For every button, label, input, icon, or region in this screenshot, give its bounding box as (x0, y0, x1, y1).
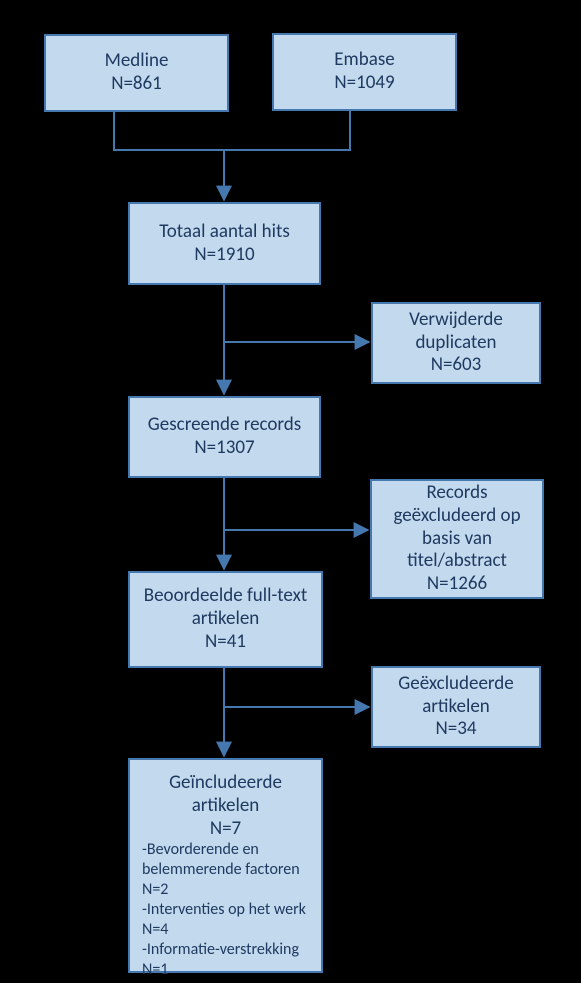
node-fulltext: Beoordeelde full-text artikelen N=41 (128, 571, 323, 668)
node-included-sub1: -Interventies op het werk N=4 (136, 900, 315, 940)
node-dup-n: N=603 (431, 354, 482, 377)
node-totaal-title: Totaal aantal hits (159, 221, 290, 244)
node-screened-title: Gescreende records (148, 414, 301, 437)
node-exclta: Records geëxcludeerd op basis van titel/… (370, 479, 544, 599)
node-included-n: N=7 (210, 818, 241, 841)
node-screened: Gescreende records N=1307 (128, 396, 321, 478)
node-exclta-title: Records geëxcludeerd op basis van titel/… (378, 482, 536, 573)
node-embase-n: N=1049 (334, 72, 394, 95)
node-fulltext-n: N=41 (205, 631, 246, 654)
node-medline-title: Medline (105, 50, 169, 73)
node-embase: Embase N=1049 (272, 33, 457, 111)
node-screened-n: N=1307 (194, 437, 254, 460)
node-included-sub0: -Bevorderende en belemmerende factoren N… (136, 840, 315, 900)
node-dup: Verwijderde duplicaten N=603 (371, 302, 541, 384)
node-totaal-n: N=1910 (194, 244, 254, 267)
node-exclart: Geëxcludeerde artikelen N=34 (371, 666, 541, 748)
node-medline: Medline N=861 (44, 34, 229, 112)
node-included-title: Geïncludeerde artikelen (136, 772, 315, 818)
node-exclart-title: Geëxcludeerde artikelen (379, 673, 533, 719)
node-exclta-n: N=1266 (427, 573, 487, 596)
node-included: Geïncludeerde artikelen N=7 -Bevorderend… (128, 758, 323, 973)
node-totaal: Totaal aantal hits N=1910 (128, 202, 321, 285)
node-embase-title: Embase (334, 49, 394, 72)
node-dup-title: Verwijderde duplicaten (379, 309, 533, 355)
node-fulltext-title: Beoordeelde full-text artikelen (136, 585, 315, 631)
node-exclart-n: N=34 (436, 718, 477, 741)
node-included-sub2: -Informatie-verstrekking N=1 (136, 940, 315, 980)
node-medline-n: N=861 (111, 73, 162, 96)
